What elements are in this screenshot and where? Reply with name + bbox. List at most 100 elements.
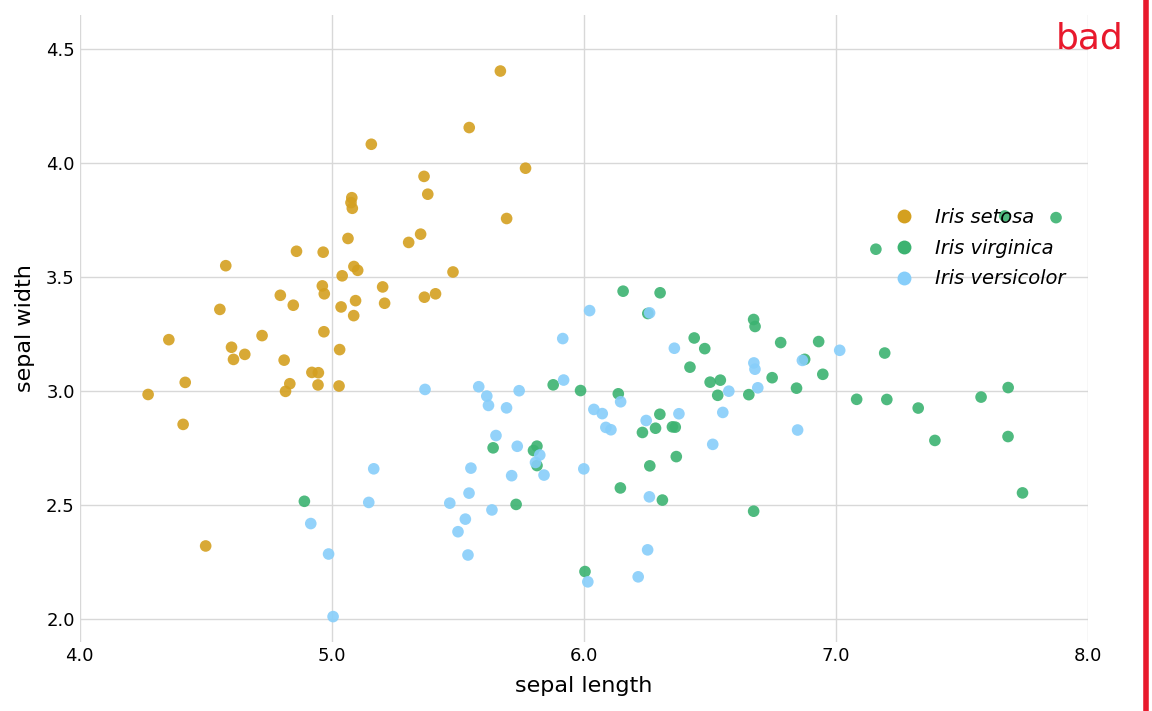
Iris versicolor	[641, 307, 659, 319]
Iris virginica	[612, 482, 630, 493]
Iris versicolor	[665, 343, 683, 354]
Iris versicolor	[416, 384, 434, 395]
Iris versicolor	[669, 408, 688, 419]
Iris versicolor	[359, 497, 378, 508]
Iris setosa	[222, 341, 241, 353]
Iris setosa	[415, 171, 433, 182]
Iris setosa	[176, 377, 195, 388]
Iris versicolor	[470, 381, 488, 392]
Iris setosa	[347, 295, 365, 306]
Y-axis label: sepal width: sepal width	[15, 264, 35, 392]
Iris versicolor	[364, 463, 382, 474]
Iris setosa	[498, 213, 516, 224]
Iris virginica	[787, 383, 805, 394]
Iris setosa	[400, 237, 418, 248]
Iris virginica	[999, 382, 1017, 393]
Iris versicolor	[554, 375, 573, 386]
Iris setosa	[225, 354, 243, 365]
Iris setosa	[271, 289, 289, 301]
Iris versicolor	[638, 544, 657, 555]
Iris versicolor	[612, 396, 630, 407]
Iris setosa	[160, 334, 179, 346]
Iris virginica	[609, 388, 628, 400]
Iris setosa	[197, 540, 215, 552]
Iris versicolor	[704, 439, 722, 450]
Iris versicolor	[794, 355, 812, 366]
Iris setosa	[342, 192, 361, 203]
Iris virginica	[667, 451, 685, 462]
Iris setosa	[444, 267, 462, 278]
Iris setosa	[491, 65, 509, 77]
Iris setosa	[303, 367, 321, 378]
Iris virginica	[740, 389, 758, 400]
Iris virginica	[524, 445, 543, 456]
Iris virginica	[571, 385, 590, 396]
Iris versicolor	[535, 469, 553, 481]
Iris setosa	[314, 326, 333, 338]
Iris virginica	[772, 337, 790, 348]
Iris virginica	[544, 379, 562, 390]
Iris virginica	[528, 460, 546, 471]
Iris versicolor	[585, 404, 604, 415]
Iris versicolor	[502, 470, 521, 481]
Iris versicolor	[487, 430, 506, 442]
Iris setosa	[344, 261, 363, 272]
Iris versicolor	[483, 504, 501, 515]
Iris virginica	[810, 336, 828, 347]
Iris virginica	[763, 372, 781, 383]
Iris virginica	[926, 434, 945, 446]
Iris versicolor	[601, 424, 620, 435]
Iris versicolor	[713, 407, 732, 418]
Iris versicolor	[449, 526, 468, 538]
Iris virginica	[999, 431, 1017, 442]
Iris virginica	[295, 496, 313, 507]
Iris versicolor	[593, 408, 612, 419]
Iris virginica	[848, 394, 866, 405]
Iris setosa	[281, 378, 300, 390]
Iris virginica	[795, 353, 813, 365]
Iris virginica	[708, 390, 727, 401]
Iris versicolor	[478, 390, 497, 402]
Iris virginica	[641, 460, 659, 471]
Iris virginica	[653, 494, 672, 506]
Iris setosa	[252, 330, 271, 341]
Iris setosa	[211, 304, 229, 315]
Iris setosa	[516, 163, 535, 174]
Iris virginica	[646, 422, 665, 434]
Iris virginica	[745, 321, 764, 332]
Iris versicolor	[749, 382, 767, 393]
Iris versicolor	[578, 576, 597, 587]
Iris setosa	[332, 301, 350, 313]
Iris setosa	[309, 379, 327, 390]
Iris virginica	[664, 421, 682, 432]
Iris virginica	[1014, 487, 1032, 498]
Iris setosa	[348, 264, 366, 276]
X-axis label: sepal length: sepal length	[515, 676, 653, 696]
Iris setosa	[314, 247, 333, 258]
Iris versicolor	[510, 385, 529, 397]
Iris versicolor	[788, 424, 806, 436]
Iris setosa	[342, 197, 361, 208]
Iris virginica	[700, 376, 719, 387]
Iris versicolor	[720, 385, 738, 397]
Iris virginica	[507, 498, 525, 510]
Iris setosa	[343, 203, 362, 214]
Iris virginica	[484, 442, 502, 454]
Iris setosa	[329, 380, 348, 392]
Iris versicolor	[302, 518, 320, 529]
Iris virginica	[696, 343, 714, 354]
Iris versicolor	[581, 305, 599, 316]
Iris virginica	[909, 402, 927, 414]
Iris virginica	[681, 361, 699, 373]
Iris virginica	[995, 210, 1014, 222]
Iris versicolor	[553, 333, 571, 344]
Iris versicolor	[629, 571, 647, 582]
Iris virginica	[685, 332, 704, 343]
Iris versicolor	[575, 463, 593, 474]
Iris versicolor	[531, 449, 550, 461]
Iris virginica	[638, 308, 657, 319]
Iris setosa	[275, 355, 294, 366]
Iris setosa	[285, 299, 303, 311]
Iris versicolor	[641, 491, 659, 503]
Iris virginica	[711, 375, 729, 386]
